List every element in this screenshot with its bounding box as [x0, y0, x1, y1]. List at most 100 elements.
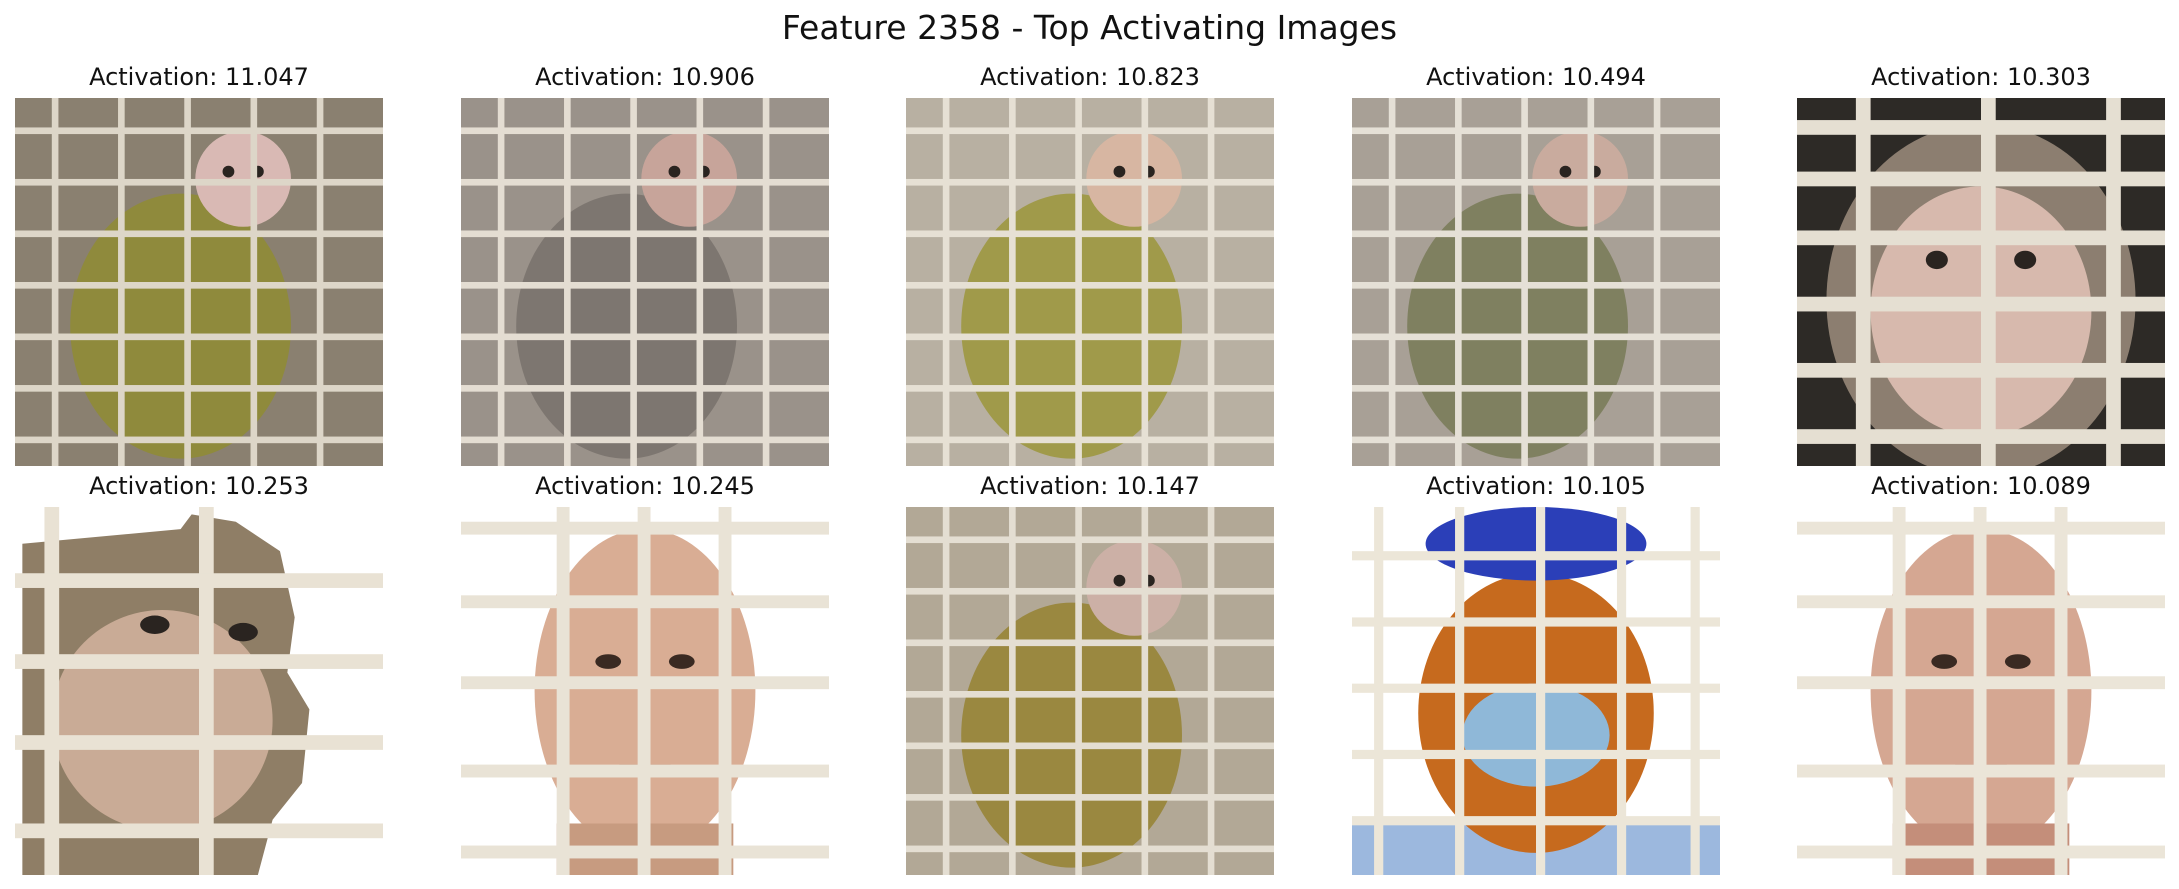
- panel-title: Activation: 10.089: [1871, 472, 2091, 500]
- cage-bar: [906, 639, 1274, 647]
- cage-bar: [15, 385, 383, 392]
- monkey-eye: [1559, 165, 1572, 178]
- cage-bar: [906, 230, 1274, 238]
- cage-bar: [718, 507, 732, 875]
- panel-title: Activation: 10.906: [535, 63, 755, 91]
- image-panel: Activation: 10.105: [1352, 472, 1720, 875]
- cage-bar: [15, 282, 383, 289]
- cage-bar: [1352, 385, 1720, 392]
- panel-title: Activation: 10.147: [980, 472, 1200, 500]
- cage-bar: [1352, 749, 1720, 760]
- panel-title: Activation: 10.245: [535, 472, 755, 500]
- cage-bar: [1855, 98, 1871, 466]
- cage-bar: [461, 282, 829, 289]
- eye: [2004, 654, 2031, 669]
- cage-bar: [906, 587, 1274, 595]
- cage-bar: [15, 436, 383, 444]
- cage-bar: [15, 178, 383, 186]
- cage-bar: [15, 127, 383, 135]
- figure-title: Feature 2358 - Top Activating Images: [781, 8, 1398, 47]
- monkey-body: [1407, 193, 1628, 459]
- eye: [1931, 654, 1958, 669]
- eye: [668, 654, 695, 669]
- monkey-face: [1532, 131, 1628, 227]
- monkey-body: [70, 193, 291, 459]
- cage-bar: [1797, 171, 2165, 187]
- cage-bar: [1981, 98, 1996, 466]
- cage-bar: [461, 845, 829, 859]
- cage-bar: [906, 845, 1274, 853]
- cage-bar: [1352, 617, 1720, 627]
- cage-bar: [1797, 845, 2165, 859]
- image-panel: Activation: 10.303: [1797, 63, 2165, 466]
- cage-bar: [906, 742, 1274, 750]
- image-panel: Activation: 10.147: [906, 472, 1274, 875]
- cage-bar: [1352, 282, 1720, 289]
- cage-bar: [461, 436, 829, 444]
- cage-bar: [2054, 507, 2068, 875]
- cage-bar: [1797, 120, 2165, 135]
- thumbnail-image: [906, 98, 1274, 466]
- thumbnail-image: [906, 507, 1274, 875]
- cage-bar: [461, 595, 829, 609]
- cage-bar: [906, 794, 1274, 801]
- cage-bar: [1797, 521, 2165, 535]
- image-panel: Activation: 10.823: [906, 63, 1274, 466]
- monkey-face: [1086, 131, 1182, 227]
- cage-bar: [461, 521, 829, 535]
- cage-bar: [1352, 436, 1720, 444]
- cage-bar: [1352, 333, 1720, 341]
- monkey-eye: [1113, 165, 1126, 178]
- cage-bar: [1352, 178, 1720, 186]
- monkey-body: [516, 193, 737, 459]
- cage-bar: [1797, 429, 2165, 444]
- thumbnail-image: [1352, 507, 1720, 875]
- cage-bar: [1352, 127, 1720, 135]
- panel-title: Activation: 11.047: [89, 63, 309, 91]
- cage-bar: [906, 178, 1274, 186]
- image-panel: Activation: 11.047: [15, 63, 383, 466]
- cage-bar: [44, 507, 60, 875]
- cage-bar: [15, 735, 383, 750]
- monkey-face: [195, 131, 291, 227]
- monkey-face: [1086, 540, 1182, 636]
- image-panel: Activation: 10.494: [1352, 63, 1720, 466]
- cage-bar: [15, 230, 383, 238]
- panel-title: Activation: 10.253: [89, 472, 309, 500]
- cage-bar: [1797, 595, 2165, 609]
- monkey-face: [641, 131, 737, 227]
- cage-bar: [461, 676, 829, 690]
- thumbnail-image: [1797, 507, 2165, 875]
- cage-bar: [2106, 98, 2121, 466]
- cage-bar: [1797, 362, 2165, 378]
- monkey-eye: [2014, 250, 2037, 270]
- cage-bar: [461, 764, 829, 778]
- image-panel: Activation: 10.253: [15, 472, 383, 875]
- cage-bar: [1352, 683, 1720, 693]
- cage-bar: [906, 282, 1274, 289]
- cage-bar: [1352, 816, 1720, 826]
- cage-bar: [15, 333, 383, 341]
- monkey-eye: [228, 622, 258, 642]
- thumbnail-image: [1797, 98, 2165, 466]
- cage-bar: [1973, 507, 1987, 875]
- monkey-face: [51, 610, 273, 831]
- cage-bar: [906, 333, 1274, 341]
- cage-bar: [1892, 507, 1906, 875]
- monkey-eye: [668, 165, 681, 178]
- cage-bar: [1797, 676, 2165, 690]
- cage-bar: [1352, 551, 1720, 561]
- thumbnail-image: [15, 507, 383, 875]
- cage-bar: [461, 385, 829, 392]
- cage-bar: [906, 127, 1274, 135]
- cage-bar: [15, 823, 383, 839]
- cage-bar: [906, 436, 1274, 444]
- cage-bar: [1797, 764, 2165, 778]
- monkey-eye: [1113, 574, 1126, 587]
- cage-bar: [199, 507, 214, 875]
- monkey-eye: [222, 165, 235, 178]
- cage-bar: [461, 127, 829, 135]
- cage-bar: [15, 573, 383, 588]
- panel-title: Activation: 10.303: [1871, 63, 2091, 91]
